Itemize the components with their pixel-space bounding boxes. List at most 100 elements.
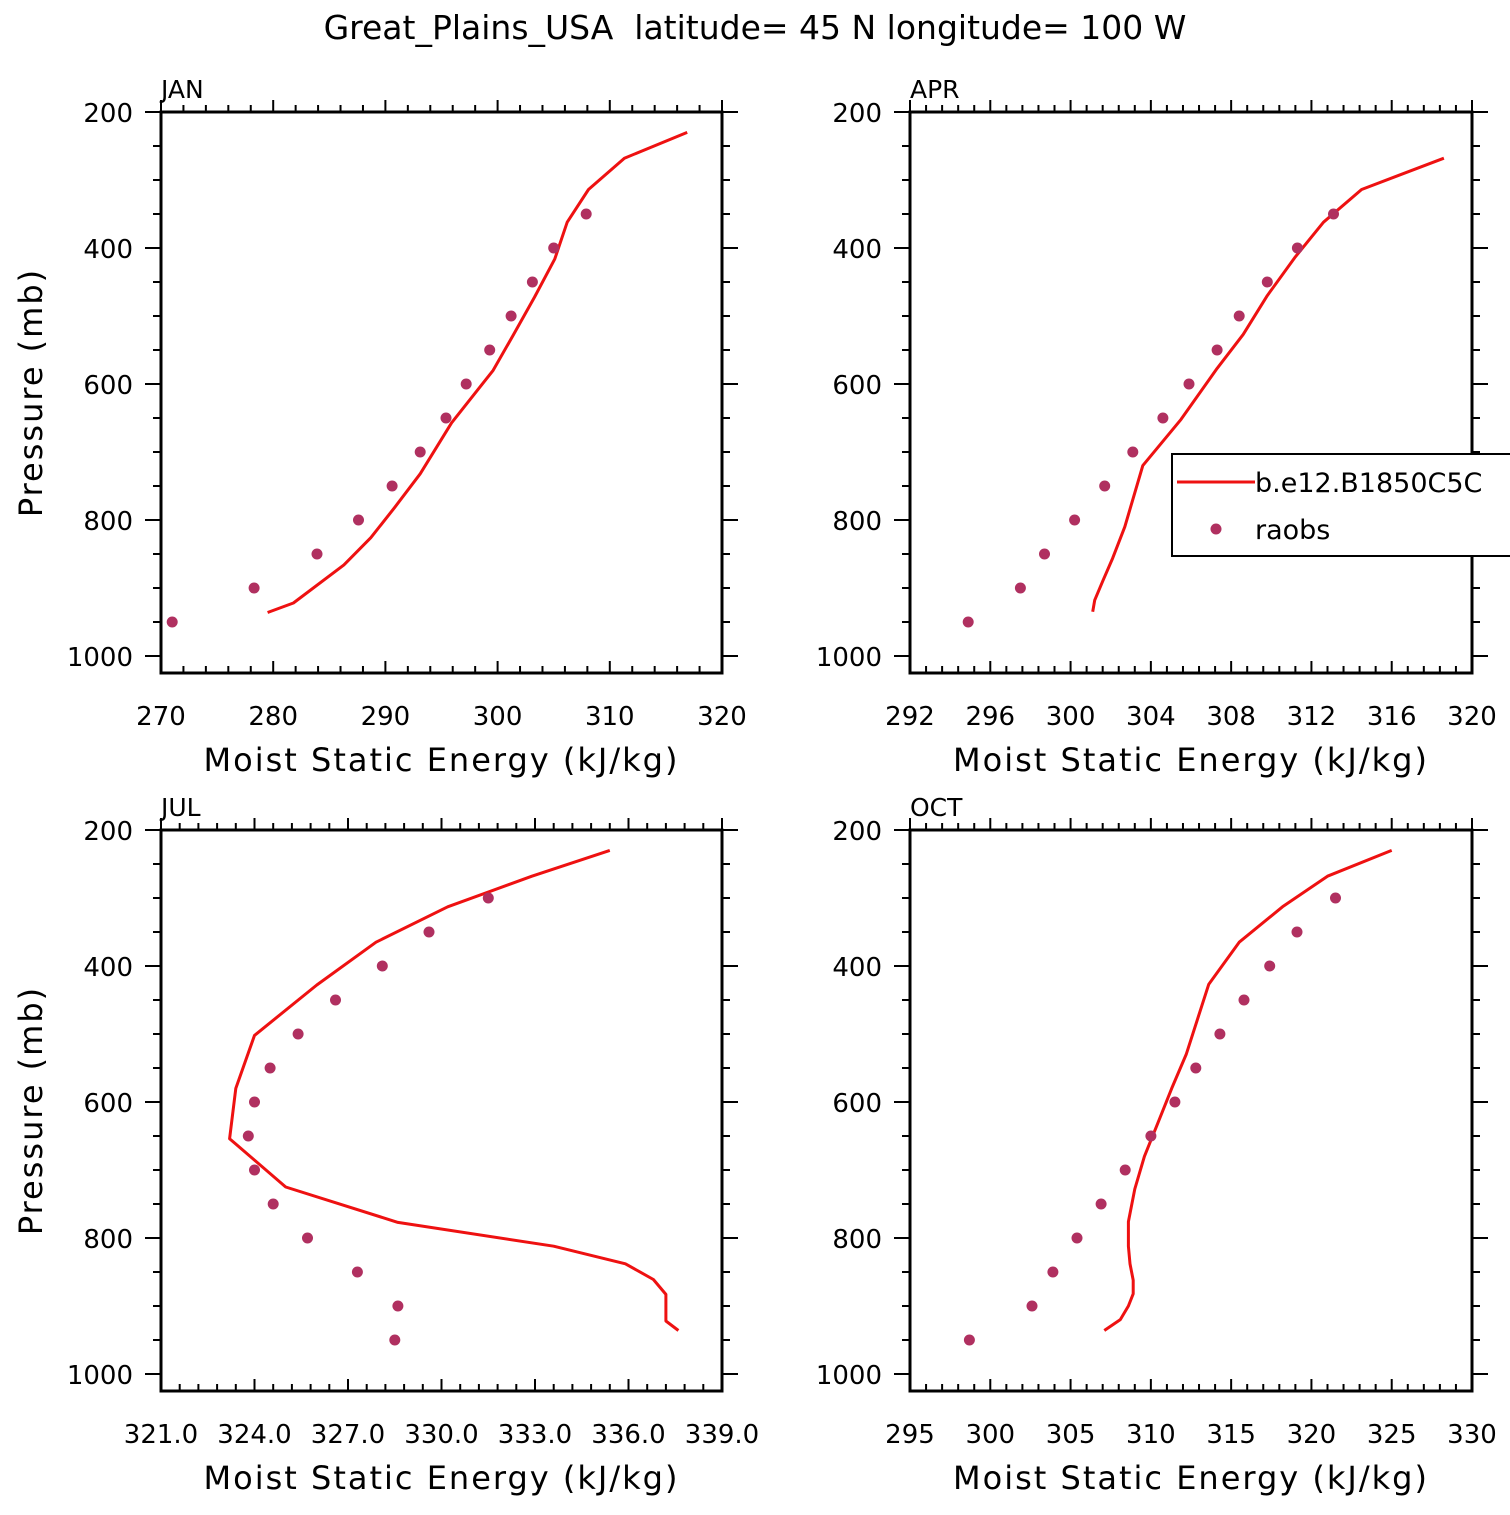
x-tick-label: 336.0 xyxy=(591,1420,665,1450)
obs-point xyxy=(460,378,472,390)
x-tick-label: 315 xyxy=(1206,1420,1256,1450)
obs-point xyxy=(414,446,426,458)
y-tick-label: 1000 xyxy=(67,1361,133,1391)
x-tick-label: 290 xyxy=(361,702,411,732)
obs-point xyxy=(389,1334,401,1346)
panel-apr: 292 296 300 304 308 312 316 320 200 400 600 800 1000… xyxy=(816,75,1497,779)
x-tick-label: 310 xyxy=(585,702,635,732)
x-tick-label: 312 xyxy=(1287,702,1337,732)
x-tick-label: 324.0 xyxy=(217,1420,291,1450)
obs-point xyxy=(440,412,452,424)
plot-frame xyxy=(908,828,1474,1393)
obs-point xyxy=(311,548,323,560)
x-tick-label: 333.0 xyxy=(498,1420,572,1450)
y-tick-label: 600 xyxy=(832,371,882,401)
panel-title: JUL xyxy=(159,793,201,822)
y-tick-label: 200 xyxy=(832,817,882,847)
y-tick-label: 1000 xyxy=(816,1361,882,1391)
figure-title: Great_Plains_USA latitude= 45 N longitud… xyxy=(323,8,1187,47)
model-profile-line xyxy=(267,131,688,614)
y-tick-label: 200 xyxy=(83,99,133,129)
x-tick-label: 292 xyxy=(885,702,935,732)
x-tick-label: 310 xyxy=(1126,1420,1176,1450)
obs-point xyxy=(330,994,341,1006)
x-tick-label: 295 xyxy=(885,1420,935,1450)
x-tick-label: 280 xyxy=(248,702,298,732)
legend-model-label: b.e12.B1850C5C xyxy=(1255,468,1482,499)
y-tick-label: 1000 xyxy=(816,643,882,673)
x-tick-label: 300 xyxy=(965,1420,1015,1450)
model-profile-line xyxy=(228,848,680,1332)
obs-point xyxy=(1014,582,1026,594)
y-tick-label: 800 xyxy=(832,1225,882,1255)
plot-frame xyxy=(159,828,724,1393)
y-tick-label: 200 xyxy=(83,817,133,847)
model-profile-line xyxy=(1091,156,1445,613)
obs-point xyxy=(1095,1198,1107,1210)
y-tick-label: 400 xyxy=(83,953,133,983)
x-tick-label: 339.0 xyxy=(685,1420,759,1450)
obs-point xyxy=(1190,1062,1202,1074)
x-tick-label: 270 xyxy=(136,702,186,732)
legend-box xyxy=(1171,453,1510,557)
panel-jan: 270 280 290 300 310 320 200 400 600 800 1000 JAN Moi… xyxy=(12,75,747,779)
y-tick-label: 800 xyxy=(83,1225,133,1255)
x-axis-label: Moist Static Energy (kJ/kg) xyxy=(204,741,680,779)
x-axis-label: Moist Static Energy (kJ/kg) xyxy=(953,1459,1429,1497)
panel-title: APR xyxy=(910,75,960,104)
x-tick-label: 321.0 xyxy=(124,1420,198,1450)
obs-point xyxy=(392,1300,404,1312)
plot-frame xyxy=(159,110,724,675)
obs-point xyxy=(505,310,517,322)
y-tick-label: 400 xyxy=(832,235,882,265)
obs-point xyxy=(386,480,398,492)
x-tick-label: 305 xyxy=(1046,1420,1096,1450)
obs-point xyxy=(1183,378,1195,390)
obs-point xyxy=(548,242,560,254)
plot-frame xyxy=(908,110,1474,675)
obs-point xyxy=(1233,310,1245,322)
obs-point xyxy=(1099,480,1111,492)
panel-jul: 321.0 324.0 327.0 330.0 333.0 336.0 339.0 200 40… xyxy=(12,793,759,1497)
x-tick-label: 304 xyxy=(1126,702,1176,732)
x-tick-label: 320 xyxy=(1287,1420,1337,1450)
x-axis-label: Moist Static Energy (kJ/kg) xyxy=(953,741,1429,779)
obs-point xyxy=(1211,344,1223,356)
obs-point xyxy=(351,1266,363,1278)
obs-point xyxy=(1026,1300,1038,1312)
obs-point xyxy=(1291,242,1303,254)
obs-point xyxy=(1261,276,1273,288)
obs-point xyxy=(1047,1266,1059,1278)
y-tick-label: 1000 xyxy=(67,643,133,673)
obs-point xyxy=(1071,1232,1083,1244)
y-tick-label: 600 xyxy=(83,371,133,401)
x-tick-label: 325 xyxy=(1367,1420,1417,1450)
obs-point xyxy=(166,616,178,628)
obs-point xyxy=(1169,1096,1181,1108)
y-tick-label: 600 xyxy=(83,1089,133,1119)
obs-point xyxy=(482,892,494,904)
obs-point xyxy=(1145,1130,1157,1142)
obs-point xyxy=(376,960,388,972)
obs-point xyxy=(302,1232,313,1244)
x-tick-label: 320 xyxy=(697,702,747,732)
obs-point xyxy=(267,1198,279,1210)
obs-point xyxy=(1330,892,1341,904)
x-tick-label: 320 xyxy=(1447,702,1497,732)
obs-point xyxy=(484,344,496,356)
y-tick-label: 400 xyxy=(83,235,133,265)
obs-point xyxy=(242,1130,254,1142)
panel-title: OCT xyxy=(910,793,963,822)
y-axis-label: Pressure (mb) xyxy=(12,268,50,517)
obs-point xyxy=(526,276,538,288)
obs-point xyxy=(1157,412,1169,424)
y-tick-label: 800 xyxy=(83,507,133,537)
obs-point xyxy=(1039,548,1050,560)
obs-point xyxy=(1238,994,1250,1006)
obs-point xyxy=(1328,208,1339,220)
y-tick-label: 200 xyxy=(832,99,882,129)
obs-point xyxy=(249,1164,260,1176)
y-tick-label: 800 xyxy=(832,507,882,537)
